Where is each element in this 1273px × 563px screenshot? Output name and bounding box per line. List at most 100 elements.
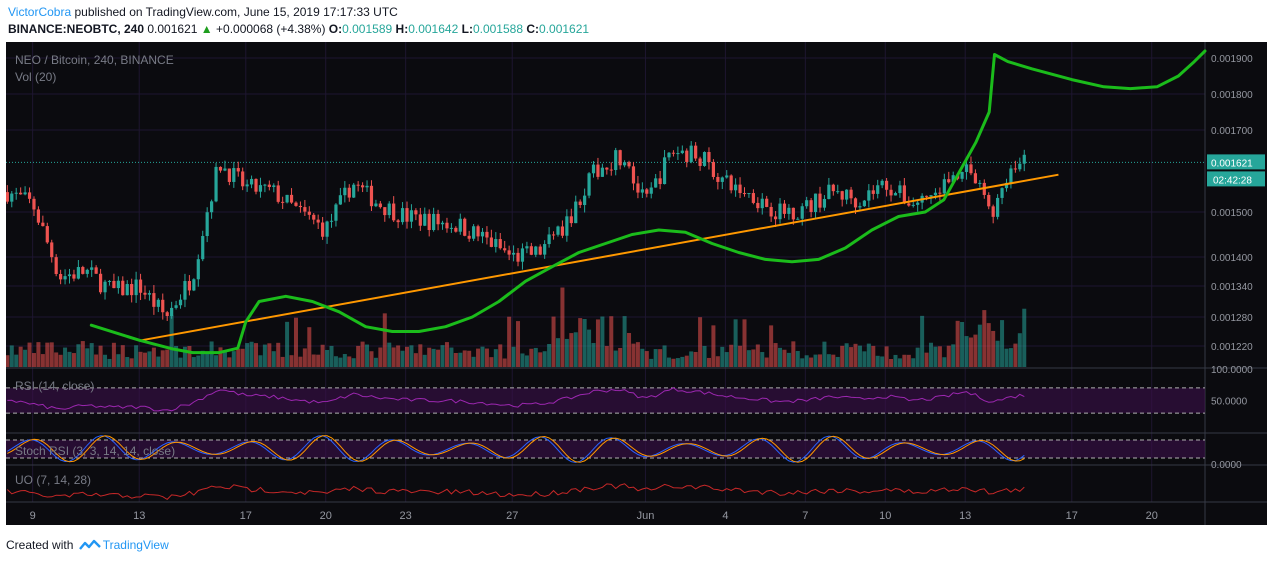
candle-body [445, 222, 449, 229]
chart-svg[interactable]: 9 13 17 20 23 27 Jun 4 7 10 13 17 20 0.001900 0.001800… [5, 42, 1267, 525]
volume-bar [413, 353, 418, 367]
volume-bar [942, 357, 947, 367]
chart-title: NEO / Bitcoin, 240, BINANCE [15, 53, 174, 67]
volume-bar [658, 349, 663, 367]
candle-body [711, 162, 716, 177]
last-price: 0.001621 [147, 22, 198, 36]
candle-body [747, 193, 751, 195]
candle-body [449, 227, 454, 229]
price-change: +0.000068 (+4.38%) [216, 22, 326, 36]
volume-bar [462, 350, 467, 367]
candle-body [76, 267, 80, 279]
volume-bar [977, 324, 982, 367]
volume-bar [773, 343, 778, 367]
candle-body [232, 168, 236, 182]
candle-body [201, 236, 205, 260]
candle-body [618, 150, 622, 166]
candle-body [245, 184, 249, 187]
volume-bar [951, 344, 956, 367]
volume-bar [587, 329, 592, 367]
candle-body [116, 280, 120, 289]
volume-bar [671, 358, 676, 367]
x-tick-label: 20 [1146, 510, 1158, 522]
candle-body [103, 281, 107, 293]
volume-bar [174, 345, 179, 367]
candle-body [738, 184, 742, 194]
rsi-line [7, 387, 1025, 412]
candle-body [689, 145, 693, 162]
candle-body [702, 152, 707, 166]
volume-bar [36, 342, 41, 367]
candle-body [787, 207, 791, 214]
x-tick-label: 9 [30, 510, 36, 522]
candle-body [511, 252, 516, 255]
volume-bar [1008, 348, 1013, 367]
candle-body [734, 184, 738, 191]
volume-bar [631, 343, 636, 367]
candle-body [156, 299, 160, 307]
published-text: published on TradingView.com, June 15, 2… [74, 5, 398, 19]
volume-bar [929, 342, 934, 367]
freehand-curve[interactable] [89, 49, 1207, 355]
candle-body [285, 194, 289, 203]
candle-body [414, 210, 418, 215]
candle-body [440, 222, 445, 225]
candle-body [476, 226, 480, 237]
volume-bar [444, 342, 449, 367]
up-arrow-icon: ▲ [200, 22, 213, 36]
volume-bar [258, 355, 263, 367]
volume-bar [285, 321, 290, 367]
candle-body [631, 166, 636, 184]
candle-body [307, 211, 311, 215]
candle-body [605, 167, 609, 170]
volume-bar [467, 350, 472, 367]
volume-bar [489, 357, 494, 367]
candle-body [503, 248, 507, 251]
volume-bar [662, 345, 667, 367]
candle-body [480, 231, 485, 237]
candle-body [569, 216, 573, 224]
candle-body [312, 214, 316, 220]
volume-bar [111, 342, 116, 367]
volume-bar [89, 343, 94, 367]
volume-bar [840, 345, 845, 367]
volume-bar [342, 354, 347, 367]
candle-body [258, 185, 263, 192]
candle-body [303, 207, 307, 212]
candle-body [352, 184, 356, 198]
author-link[interactable]: VictorCobra [8, 5, 72, 19]
candle-body [467, 235, 471, 239]
volume-bar [791, 341, 796, 367]
volume-bar [5, 355, 10, 367]
candle-body [813, 193, 818, 212]
volume-bar [973, 334, 978, 367]
volume-bar [933, 346, 938, 367]
candle-body [196, 259, 200, 280]
candle-body [205, 212, 209, 237]
volume-bar [142, 352, 147, 367]
trendline[interactable] [139, 173, 1059, 342]
volume-bar [649, 358, 654, 367]
x-tick-label: 7 [802, 510, 808, 522]
candle-body [991, 206, 995, 217]
chart-area[interactable]: 9 13 17 20 23 27 Jun 4 7 10 13 17 20 0.001900 0.001800… [5, 42, 1267, 525]
candle-body [565, 216, 569, 236]
candle-body [254, 178, 258, 192]
volume-bar [267, 343, 272, 367]
tradingview-logo-icon[interactable] [78, 538, 101, 555]
volume-bar [764, 357, 769, 367]
volume-bar [125, 357, 130, 367]
volume-bar [27, 342, 32, 367]
volume-bar [844, 343, 849, 367]
volume-bar [480, 346, 485, 367]
candle-body [170, 307, 174, 316]
volume-bar [835, 356, 840, 367]
x-tick-label: 27 [506, 510, 518, 522]
candle-body [214, 166, 218, 202]
candle-body [90, 267, 94, 270]
tradingview-brand-link[interactable]: TradingView [102, 538, 169, 552]
candle-body [871, 190, 875, 194]
candle-body [50, 242, 54, 258]
candle-body [130, 284, 134, 296]
volume-bar [67, 351, 72, 367]
